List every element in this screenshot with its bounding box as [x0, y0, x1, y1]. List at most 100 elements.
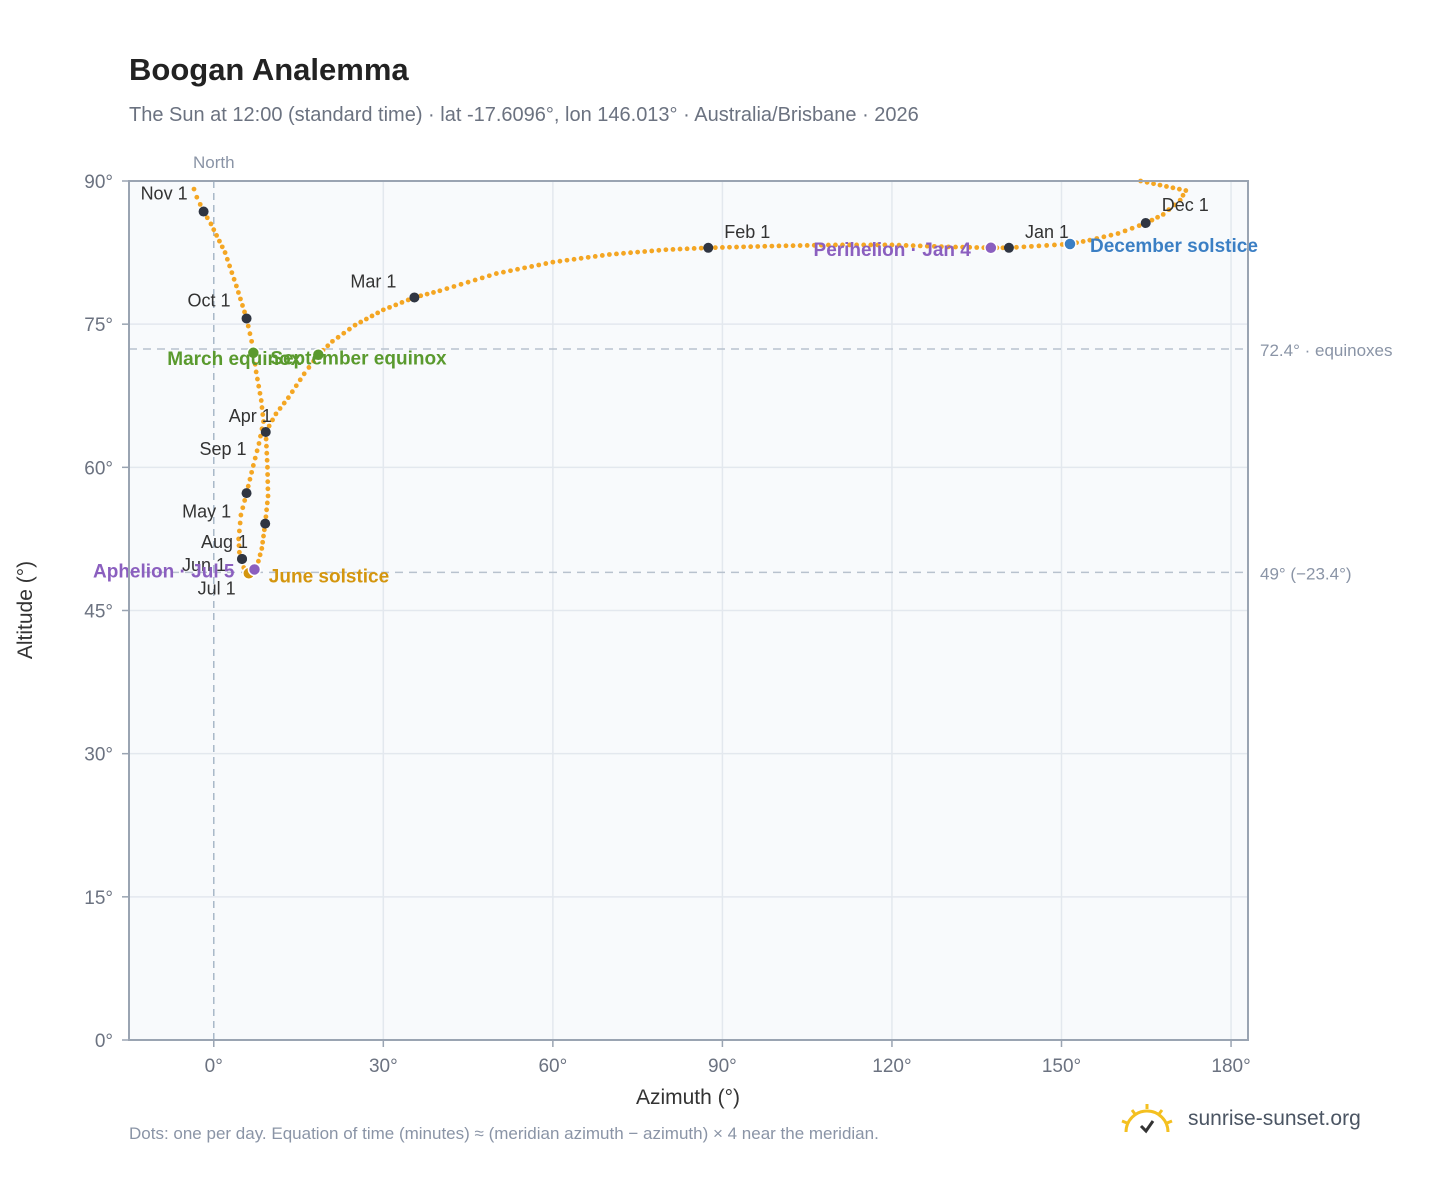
daily-sun-dot	[325, 343, 331, 349]
daily-sun-dot	[240, 303, 245, 308]
daily-sun-dot	[270, 417, 275, 423]
daily-sun-dot	[358, 319, 364, 325]
x-tick-label: 60°	[538, 1056, 567, 1077]
brand[interactable]: sunrise-sunset.org	[1120, 1102, 1361, 1136]
daily-sun-dot	[854, 242, 860, 248]
daily-sun-dot	[1108, 232, 1114, 238]
daily-sun-dot	[939, 244, 944, 250]
month-label: Jul 1	[198, 578, 236, 598]
daily-sun-dot	[197, 201, 203, 207]
daily-sun-dot	[250, 463, 256, 468]
event-label: September equinox	[270, 349, 447, 370]
daily-sun-dot	[263, 436, 269, 442]
daily-sun-dot	[259, 546, 265, 551]
chart-title: Boogan Analemma	[129, 52, 409, 87]
daily-sun-dot	[1151, 181, 1156, 187]
daily-sun-dot	[281, 400, 287, 406]
y-tick-label: 15°	[84, 888, 113, 909]
daily-sun-dot	[380, 307, 386, 313]
event-label: June solstice	[269, 566, 389, 587]
event-label: March equinox	[167, 349, 302, 370]
daily-sun-dot	[861, 242, 867, 248]
month-marker	[1140, 217, 1151, 228]
daily-sun-dot	[670, 247, 676, 252]
daily-sun-dot	[249, 469, 255, 475]
daily-sun-dot	[1094, 236, 1100, 241]
daily-sun-dot	[257, 552, 263, 558]
month-marker	[1003, 242, 1014, 253]
x-tick-label: 180°	[1211, 1056, 1250, 1077]
daily-sun-dot	[755, 244, 761, 249]
month-marker	[409, 292, 420, 303]
x-tick-label: 30°	[369, 1056, 398, 1077]
daily-sun-dot	[265, 479, 271, 485]
daily-sun-dot	[529, 264, 535, 269]
daily-sun-dot	[684, 246, 690, 252]
daily-sun-dot	[543, 261, 549, 266]
daily-sun-dot	[1036, 243, 1042, 249]
daily-sun-dot	[720, 245, 725, 250]
month-label: Jan 1	[1025, 222, 1069, 242]
daily-sun-dot	[297, 377, 303, 383]
daily-sun-dot	[635, 249, 641, 255]
daily-sun-dot	[418, 293, 424, 299]
daily-sun-dot	[557, 258, 563, 264]
daily-sun-dot	[762, 243, 768, 249]
month-label: May 1	[182, 502, 231, 522]
daily-sun-dot	[254, 448, 260, 454]
daily-sun-dot	[458, 281, 464, 287]
daily-sun-dot	[946, 244, 951, 250]
daily-sun-dot	[896, 242, 902, 248]
daily-sun-dot	[748, 244, 754, 250]
daily-sun-dot	[214, 233, 219, 238]
daily-sun-dot	[472, 277, 478, 283]
daily-sun-dot	[260, 539, 266, 545]
daily-sun-dot	[222, 250, 228, 255]
daily-sun-dot	[255, 376, 260, 382]
daily-sun-dot	[258, 433, 263, 439]
event-marker	[246, 346, 261, 360]
sun-logo-icon	[1121, 1104, 1173, 1134]
daily-sun-dot	[1172, 202, 1177, 208]
brand-name: sunrise-sunset.org	[1188, 1107, 1361, 1130]
daily-sun-dot	[1176, 186, 1182, 192]
daily-sun-dot	[1014, 244, 1019, 250]
daily-sun-dot	[578, 255, 584, 261]
north-label: North	[193, 153, 235, 172]
daily-sun-dot	[1177, 197, 1183, 203]
daily-sun-dot	[663, 247, 669, 253]
daily-sun-dot	[444, 286, 450, 292]
daily-sun-dot	[628, 250, 633, 256]
daily-sun-dot	[264, 507, 270, 513]
event-marker	[247, 562, 262, 577]
daily-sun-dot	[621, 250, 626, 256]
daily-sun-dot	[479, 275, 485, 281]
event-marker	[311, 347, 326, 362]
daily-sun-dot	[431, 290, 436, 295]
daily-sun-dot	[1122, 228, 1128, 234]
daily-sun-dot	[289, 389, 295, 395]
daily-sun-dot	[924, 243, 930, 249]
daily-sun-dot	[811, 242, 817, 248]
x-axis-label: Azimuth (°)	[636, 1086, 740, 1109]
daily-sun-dot	[917, 243, 923, 249]
daily-sun-dot	[1087, 237, 1093, 243]
daily-sun-dot	[585, 254, 591, 260]
daily-sun-dot	[219, 244, 225, 250]
month-label: Nov 1	[141, 184, 188, 204]
reference-line-label: 49° (−23.4°)	[1260, 564, 1352, 583]
daily-sun-dot	[277, 406, 283, 411]
month-label: Aug 1	[201, 532, 248, 552]
daily-sun-dot	[1170, 185, 1176, 191]
daily-sun-dot	[273, 411, 279, 417]
month-marker	[237, 553, 248, 564]
daily-sun-dot	[347, 326, 352, 332]
daily-sun-dot	[1157, 182, 1163, 188]
daily-sun-dot	[240, 505, 246, 511]
daily-sun-dot	[931, 243, 937, 249]
daily-sun-dot	[783, 243, 789, 249]
daily-sun-dot	[265, 486, 271, 492]
y-axis-label: Altitude (°)	[14, 561, 37, 659]
daily-sun-dot	[405, 297, 411, 303]
daily-sun-dot	[889, 242, 895, 248]
